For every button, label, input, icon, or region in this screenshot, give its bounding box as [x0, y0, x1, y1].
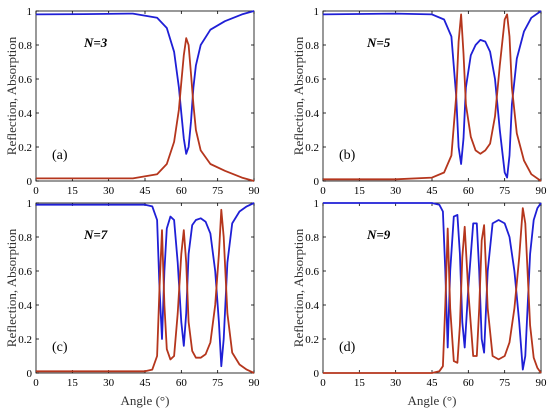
x-tick-label: 60 [176, 185, 188, 197]
series-line-2 [323, 13, 542, 182]
y-tick-label: 0.2 [305, 334, 319, 346]
plot-frame [35, 10, 255, 182]
x-tick-label: 0 [320, 185, 326, 197]
x-tick-label: 30 [390, 185, 402, 197]
x-tick-label: 60 [176, 377, 188, 389]
series-line-1 [322, 10, 542, 179]
series-line-2 [36, 37, 255, 182]
panel-c: 0 15 30 45 60 75 90 0 0.2 0.4 0.6 0.8 1 Reflection, A… [4, 198, 260, 408]
x-tick-label: 15 [67, 185, 79, 197]
y-tick-label: 0.8 [18, 40, 32, 52]
x-tick-label: 30 [103, 377, 115, 389]
panel-tag: (a) [52, 148, 68, 163]
x-tick-label: 90 [536, 185, 548, 197]
n-annotation: N=5 [366, 35, 391, 50]
plot-frame [35, 202, 255, 374]
x-tick-label: 45 [427, 185, 439, 197]
y-tick-label: 0.2 [18, 334, 32, 346]
x-tick-label: 30 [390, 377, 402, 389]
series-line-1 [35, 10, 255, 155]
y-tick-label: 0.4 [305, 108, 319, 120]
x-tick-label: 0 [33, 377, 39, 389]
x-tick-label: 60 [463, 185, 475, 197]
y-tick-label: 0.8 [18, 232, 32, 244]
x-tick-label: 15 [67, 377, 79, 389]
panel-d: 0 15 30 45 60 75 90 0 0.2 0.4 0.6 0.8 1 Reflection, A… [291, 198, 547, 408]
y-tick-label: 1 [314, 6, 320, 18]
panel-tag: (c) [52, 340, 68, 355]
x-tick-label: 75 [499, 377, 511, 389]
x-tick-label: 15 [354, 377, 366, 389]
series-line-2 [323, 207, 542, 374]
x-tick-label: 45 [140, 377, 152, 389]
y-tick-label: 0.6 [18, 266, 32, 278]
x-tick-label: 90 [536, 377, 548, 389]
y-tick-label: 0.8 [305, 232, 319, 244]
y-tick-label: 0 [314, 368, 320, 380]
x-tick-label: 60 [463, 377, 475, 389]
y-tick-label: 0.2 [305, 142, 319, 154]
x-axis-label: Angle (°) [408, 393, 457, 408]
panel-tag: (d) [339, 340, 356, 355]
y-tick-label: 0 [27, 176, 33, 188]
y-tick-label: 0.2 [18, 142, 32, 154]
x-tick-label: 75 [499, 185, 511, 197]
series-line-2 [36, 208, 255, 374]
y-tick-label: 1 [27, 6, 33, 18]
y-axis-label: Reflection, Absorption [4, 36, 19, 155]
y-tick-label: 0.4 [305, 300, 319, 312]
n-annotation: N=3 [83, 35, 108, 50]
x-tick-label: 75 [212, 377, 224, 389]
y-tick-label: 0 [27, 368, 33, 380]
x-tick-label: 30 [103, 185, 115, 197]
n-annotation: N=9 [366, 227, 391, 242]
y-axis-label: Reflection, Absorption [291, 228, 306, 347]
x-tick-label: 0 [320, 377, 326, 389]
y-tick-label: 0.8 [305, 40, 319, 52]
x-axis-label: Angle (°) [121, 393, 170, 408]
n-annotation: N=7 [83, 227, 108, 242]
x-tick-label: 0 [33, 185, 39, 197]
series-line-1 [36, 202, 255, 368]
x-tick-label: 15 [354, 185, 366, 197]
y-axis-label: Reflection, Absorption [291, 36, 306, 155]
y-tick-label: 0 [314, 176, 320, 188]
x-tick-label: 90 [249, 185, 261, 197]
y-tick-label: 1 [314, 198, 320, 210]
x-tick-label: 45 [140, 185, 152, 197]
x-tick-label: 45 [427, 377, 439, 389]
x-tick-label: 75 [212, 185, 224, 197]
panel-a: 0 15 30 45 60 75 90 0 0.2 0.4 0.6 0.8 1 Reflection, A… [4, 6, 260, 197]
panel-b: 0 15 30 45 60 75 90 0 0.2 0.4 0.6 0.8 1 Reflection, A… [291, 6, 547, 197]
y-tick-label: 0.6 [305, 266, 319, 278]
y-tick-label: 1 [27, 198, 33, 210]
y-axis-label: Reflection, Absorption [4, 228, 19, 347]
y-tick-label: 0.4 [18, 108, 32, 120]
y-tick-label: 0.6 [18, 74, 32, 86]
y-tick-label: 0.6 [305, 74, 319, 86]
x-tick-label: 90 [249, 377, 261, 389]
y-tick-label: 0.4 [18, 300, 32, 312]
panel-tag: (b) [339, 148, 356, 163]
plot-frame [322, 10, 542, 182]
